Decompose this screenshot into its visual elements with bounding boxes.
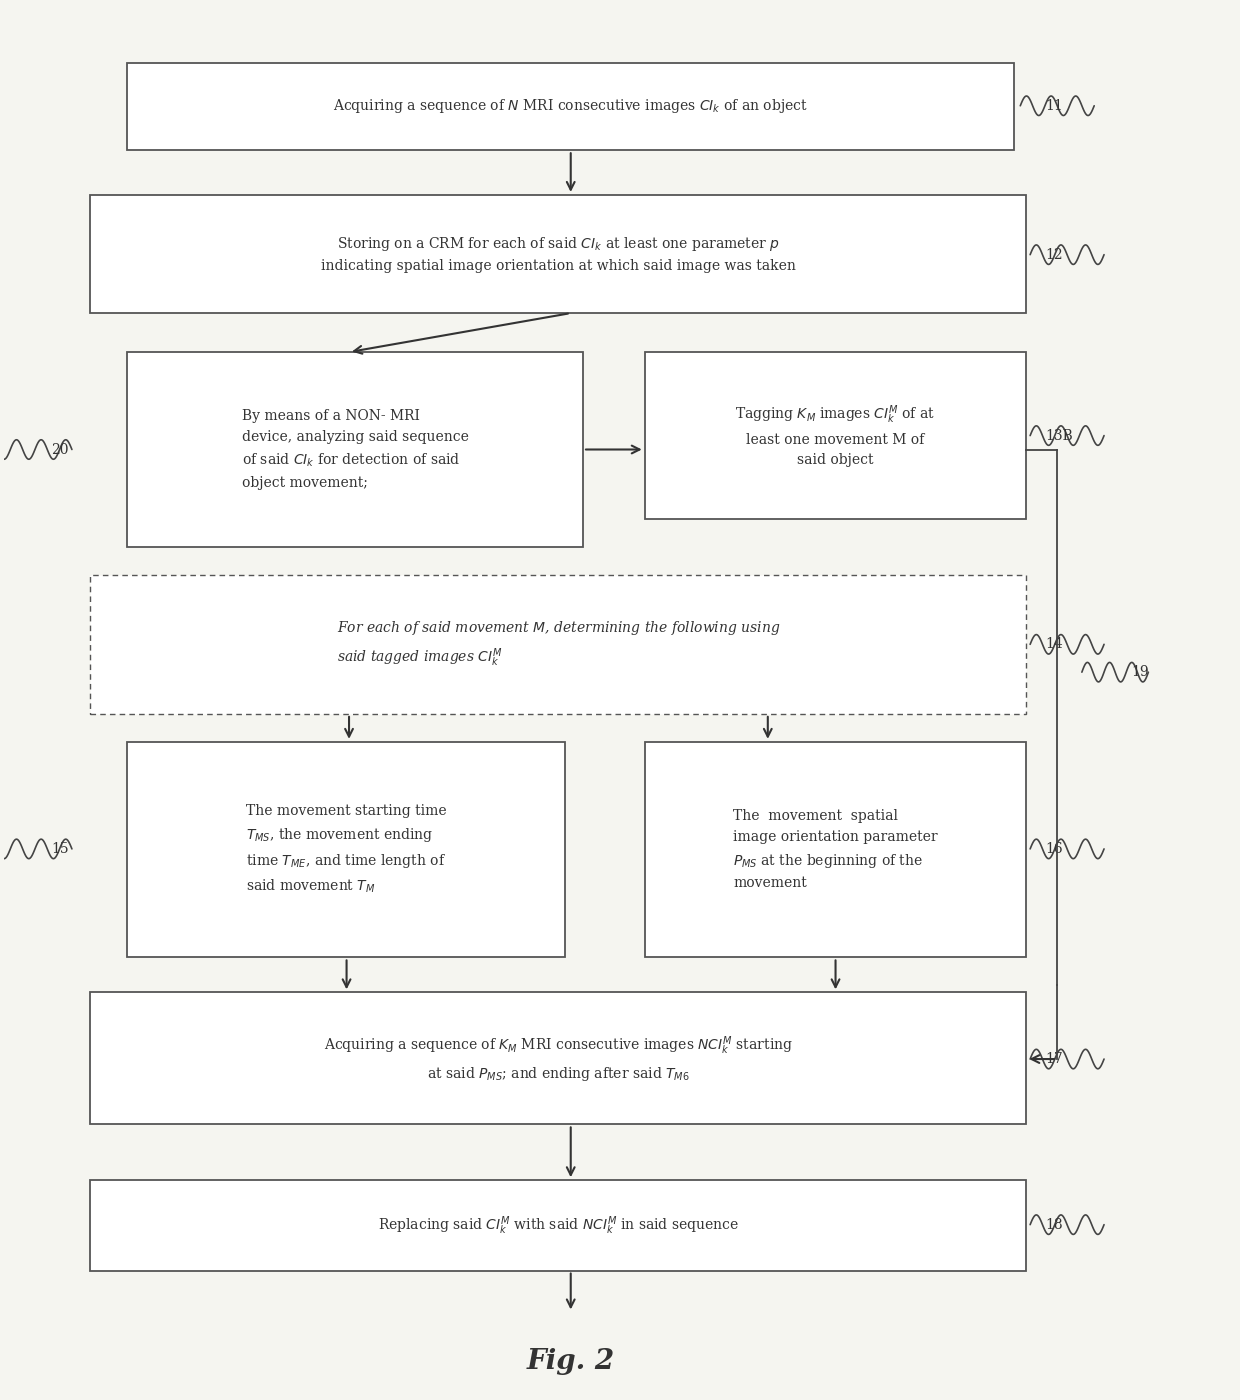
Text: 13B: 13B [1045,428,1073,442]
Text: Tagging $K_M$ images $CI_k^M$ of at
least one movement M of
said object: Tagging $K_M$ images $CI_k^M$ of at leas… [735,403,936,468]
FancyBboxPatch shape [91,575,1027,714]
Text: 11: 11 [1045,99,1063,113]
Text: Fig. 2: Fig. 2 [527,1348,615,1375]
Text: Acquiring a sequence of $N$ MRI consecutive images $CI_k$ of an object: Acquiring a sequence of $N$ MRI consecut… [334,98,808,115]
Text: Replacing said $CI_k^M$ with said $NCI_k^M$ in said sequence: Replacing said $CI_k^M$ with said $NCI_k… [378,1214,739,1236]
Text: 18: 18 [1045,1218,1063,1232]
Text: Acquiring a sequence of $K_M$ MRI consecutive images $NCI_k^M$ starting
at said : Acquiring a sequence of $K_M$ MRI consec… [324,1035,792,1082]
Text: 14: 14 [1045,637,1063,651]
Text: 16: 16 [1045,841,1063,855]
FancyBboxPatch shape [91,1180,1027,1271]
Text: 20: 20 [51,442,68,456]
FancyBboxPatch shape [128,63,1014,150]
Text: 15: 15 [51,841,68,855]
Text: For each of said movement $M$, determining the following using
said tagged image: For each of said movement $M$, determini… [337,619,780,669]
FancyBboxPatch shape [91,195,1027,314]
Text: The  movement  spatial
image orientation parameter
$P_{MS}$ at the beginning of : The movement spatial image orientation p… [733,809,937,890]
FancyBboxPatch shape [128,742,564,958]
FancyBboxPatch shape [645,742,1027,958]
Text: 12: 12 [1045,248,1063,262]
FancyBboxPatch shape [128,351,583,547]
FancyBboxPatch shape [91,993,1027,1124]
Text: 17: 17 [1045,1051,1063,1065]
Text: By means of a NON- MRI
device, analyzing said sequence
of said $CI_k$ for detect: By means of a NON- MRI device, analyzing… [242,409,469,490]
Text: The movement starting time
$T_{MS}$, the movement ending
time $T_{ME}$, and time: The movement starting time $T_{MS}$, the… [246,804,446,895]
Text: 19: 19 [1131,665,1148,679]
FancyBboxPatch shape [645,351,1027,519]
Text: Storing on a CRM for each of said $CI_k$ at least one parameter $p$
indicating s: Storing on a CRM for each of said $CI_k$… [321,235,796,273]
